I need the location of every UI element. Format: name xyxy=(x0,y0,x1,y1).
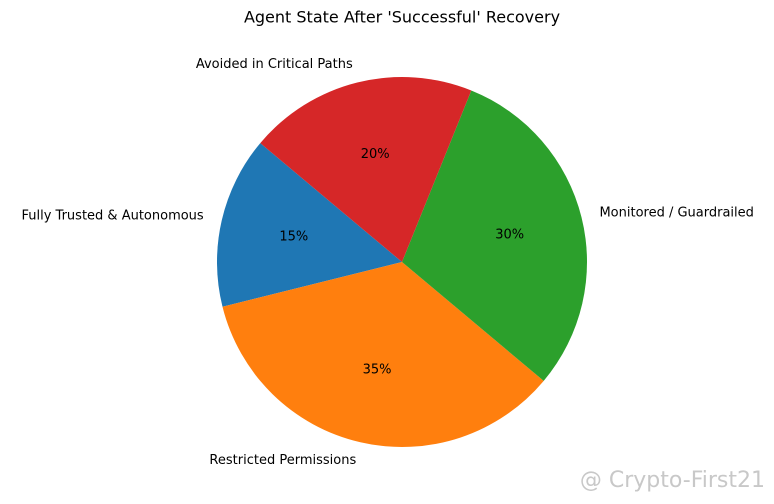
pie-slice xyxy=(402,90,587,381)
chart-title: Agent State After 'Successful' Recovery xyxy=(244,8,560,27)
slice-label: Restricted Permissions xyxy=(209,453,356,468)
watermark: @ Crypto-First21 xyxy=(580,468,765,493)
pie-slice xyxy=(217,143,402,307)
percent-label: 35% xyxy=(363,363,392,378)
slice-label: Fully Trusted & Autonomous xyxy=(22,209,204,224)
slice-label: Avoided in Critical Paths xyxy=(196,57,353,72)
pie-slice xyxy=(222,262,544,447)
percent-label: 20% xyxy=(361,147,390,162)
percent-label: 15% xyxy=(279,230,308,245)
slice-label: Monitored / Guardrailed xyxy=(599,205,753,220)
pie-slice xyxy=(260,76,472,262)
percent-label: 30% xyxy=(495,228,524,243)
